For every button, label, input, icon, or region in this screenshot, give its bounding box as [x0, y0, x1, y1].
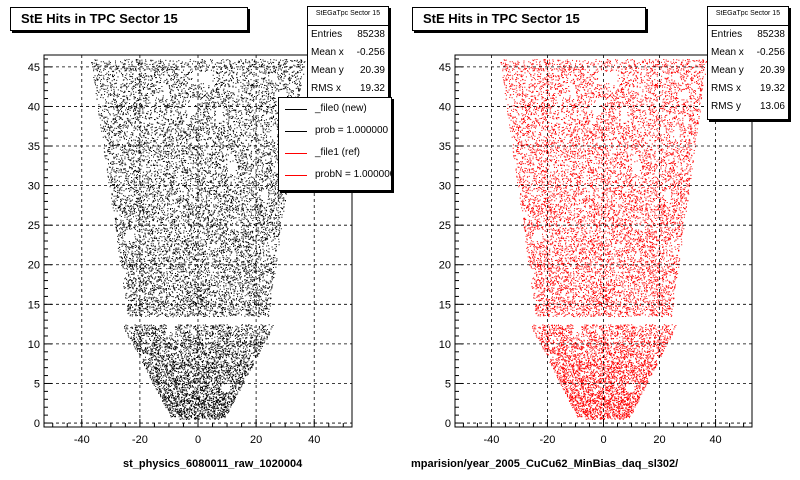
y-tick-label: 5: [34, 378, 40, 390]
file-label-right: mparision/year_2005_CuCu62_MinBias_daq_s…: [411, 458, 679, 470]
x-tick-label: -40: [483, 434, 499, 446]
y-tick-label: 45: [28, 62, 40, 74]
x-tick-label: -20: [132, 434, 148, 446]
x-tick-label: 20: [653, 434, 665, 446]
y-tick-label: 0: [445, 418, 451, 430]
legend-left: _file0 (new) prob = 1.000000 _file1 (ref…: [278, 97, 392, 191]
y-tick-label: 30: [439, 181, 451, 193]
y-tick-label: 35: [439, 141, 451, 153]
stats-row: Mean y 20.39: [711, 65, 785, 76]
stats-row: Mean y 20.39: [311, 65, 385, 76]
stats-row: RMS x 19.32: [711, 83, 785, 94]
plot-title-right: StE Hits in TPC Sector 15: [412, 7, 646, 31]
legend-line-swatch: [285, 153, 307, 154]
legend-line-swatch: [285, 175, 307, 176]
y-tick-label: 25: [28, 220, 40, 232]
x-tick-label: -20: [540, 434, 556, 446]
stats-row: Entries 85238: [711, 29, 785, 40]
y-tick-label: 20: [28, 260, 40, 272]
y-tick-label: 20: [439, 260, 451, 272]
hit-points: [500, 59, 708, 420]
y-tick-label: 0: [34, 418, 40, 430]
stats-row: RMS y 13.06: [711, 101, 785, 112]
x-tick-label: 0: [195, 434, 201, 446]
stats-name: StEGaTpc Sector 15: [308, 7, 388, 26]
scatter-points: [500, 59, 708, 420]
plot-title-left: StE Hits in TPC Sector 15: [10, 7, 248, 31]
y-tick-label: 10: [439, 339, 451, 351]
x-tick-label: 20: [250, 434, 262, 446]
y-tick-label: 10: [28, 339, 40, 351]
legend-line-swatch: [285, 131, 307, 132]
stats-row: Entries 85238: [311, 29, 385, 40]
scatter-points: [91, 59, 306, 420]
legend-entry-probn: probN = 1.000000: [279, 164, 391, 186]
axis-ticks: [44, 58, 344, 427]
y-tick-label: 30: [28, 181, 40, 193]
stats-row: RMS x 19.32: [311, 83, 385, 94]
scatter-plot-right: -40 -20 0 20 40 0 5 10 15 20 25 30 35 40 45: [439, 54, 753, 446]
y-tick-label: 15: [439, 299, 451, 311]
scatter-plot-left: -40 -20 0 20 40 0 5 10 15 20 25 30 35 40 45: [28, 54, 353, 446]
x-tick-label: 40: [709, 434, 721, 446]
stats-row: Mean x -0.256: [311, 47, 385, 58]
x-tick-label: -40: [74, 434, 90, 446]
stats-box-right: StEGaTpc Sector 15 Entries 85238 Mean x -0…: [707, 6, 789, 120]
y-tick-label: 25: [439, 220, 451, 232]
y-tick-label: 5: [445, 378, 451, 390]
y-tick-label: 40: [439, 101, 451, 113]
legend-entry-file0: _file0 (new): [279, 98, 391, 120]
axis-ticks: [455, 58, 745, 427]
x-tick-label: 40: [308, 434, 320, 446]
legend-line-swatch: [285, 109, 307, 110]
stats-name: StEGaTpc Sector 15: [708, 7, 788, 26]
legend-entry-file1: _file1 (ref): [279, 142, 391, 164]
file-label-left: st_physics_6080011_raw_1020004: [123, 458, 303, 470]
y-tick-label: 40: [28, 101, 40, 113]
y-tick-label: 15: [28, 299, 40, 311]
x-tick-label: 0: [600, 434, 606, 446]
grid: [455, 55, 752, 427]
y-tick-label: 45: [439, 62, 451, 74]
stats-row: Mean x -0.256: [711, 47, 785, 58]
y-tick-label: 35: [28, 141, 40, 153]
hit-points: [91, 59, 306, 420]
legend-entry-prob: prob = 1.000000: [279, 120, 391, 142]
